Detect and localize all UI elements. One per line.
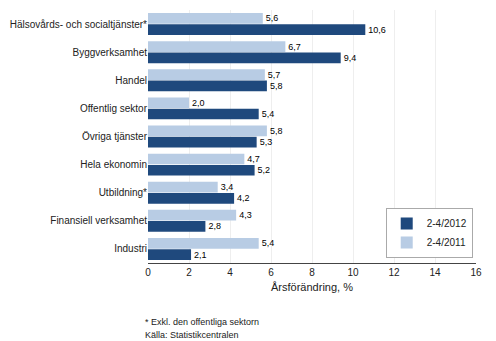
svg-text:Årsförändring, %: Årsförändring, %	[271, 281, 353, 293]
svg-text:2-4/2011: 2-4/2011	[427, 237, 466, 248]
svg-text:0: 0	[145, 267, 151, 278]
svg-text:5,4: 5,4	[262, 238, 275, 248]
svg-text:10,6: 10,6	[368, 25, 386, 35]
svg-text:8: 8	[309, 267, 315, 278]
svg-text:Övriga tjänster: Övriga tjänster	[82, 131, 148, 142]
svg-text:6,7: 6,7	[288, 42, 301, 52]
svg-text:2,8: 2,8	[208, 221, 221, 231]
svg-text:Hela ekonomin: Hela ekonomin	[80, 159, 147, 170]
svg-text:16: 16	[470, 267, 482, 278]
svg-text:2,0: 2,0	[192, 98, 205, 108]
svg-text:2,1: 2,1	[194, 250, 207, 260]
svg-text:Finansiell verksamhet: Finansiell verksamhet	[50, 215, 147, 226]
svg-text:12: 12	[388, 267, 400, 278]
svg-text:9,4: 9,4	[344, 53, 357, 63]
svg-text:14: 14	[429, 267, 441, 278]
svg-text:5,8: 5,8	[270, 81, 283, 91]
svg-text:5,3: 5,3	[260, 137, 273, 147]
svg-text:Byggverksamhet: Byggverksamhet	[73, 47, 148, 58]
svg-text:2-4/2012: 2-4/2012	[427, 218, 467, 229]
svg-text:5,8: 5,8	[270, 126, 283, 136]
svg-text:4,3: 4,3	[239, 210, 252, 220]
svg-text:Hälsovårds- och socialtjänster: Hälsovårds- och socialtjänster*	[10, 19, 147, 30]
svg-text:Handel: Handel	[115, 75, 147, 86]
svg-text:5,7: 5,7	[268, 70, 281, 80]
svg-text:4,2: 4,2	[237, 193, 250, 203]
svg-text:Industri: Industri	[114, 243, 147, 254]
svg-text:4: 4	[227, 267, 233, 278]
svg-text:3,4: 3,4	[221, 182, 234, 192]
svg-text:10: 10	[347, 267, 359, 278]
svg-text:5,6: 5,6	[266, 13, 279, 23]
svg-text:5,2: 5,2	[258, 165, 271, 175]
svg-text:5,4: 5,4	[262, 109, 275, 119]
svg-text:Utbildning*: Utbildning*	[99, 187, 147, 198]
svg-text:2: 2	[186, 267, 192, 278]
svg-text:Offentlig sektor: Offentlig sektor	[80, 103, 148, 114]
svg-text:Källa: Statistikcentralen: Källa: Statistikcentralen	[145, 330, 239, 340]
svg-text:* Exkl. den offentliga sektorn: * Exkl. den offentliga sektorn	[145, 317, 259, 327]
svg-text:4,7: 4,7	[247, 154, 260, 164]
svg-text:6: 6	[268, 267, 274, 278]
